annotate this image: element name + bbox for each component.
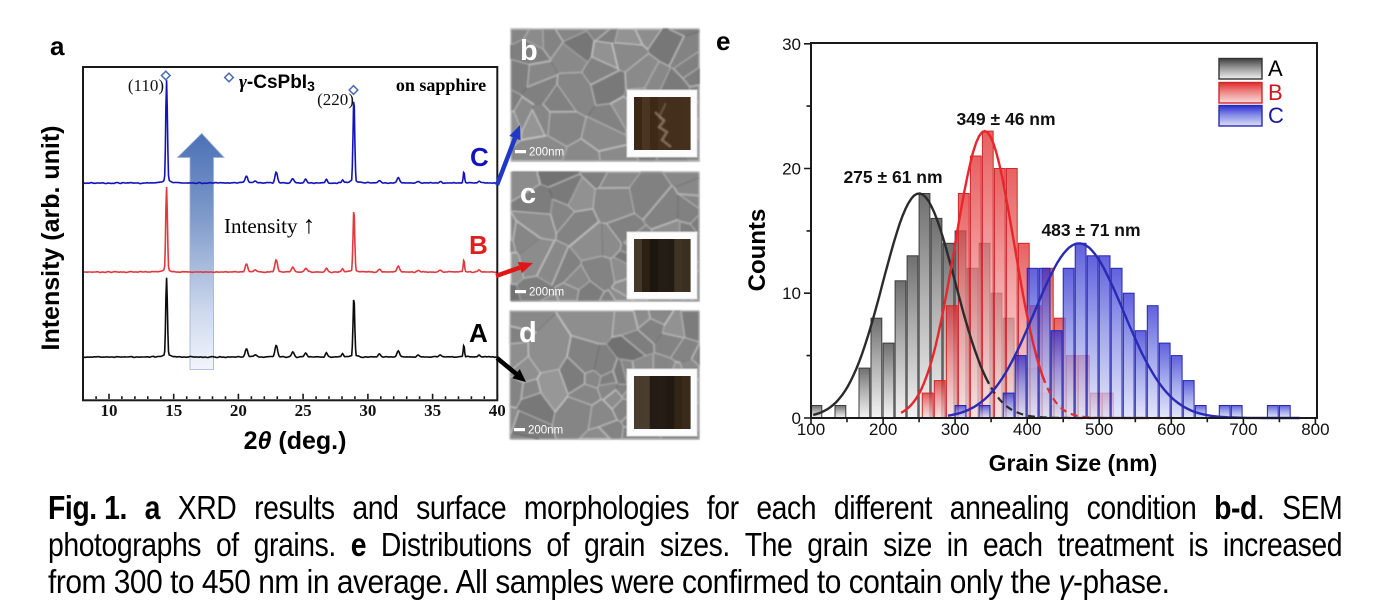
svg-text:a: a [50,31,65,61]
svg-text:600: 600 [1157,420,1185,439]
svg-text:20: 20 [230,401,247,420]
svg-text:700: 700 [1229,420,1257,439]
svg-text:20: 20 [782,160,801,179]
svg-text:35: 35 [424,401,441,420]
svg-text:on sapphire: on sapphire [396,75,486,95]
svg-text:B: B [1268,80,1283,105]
svg-text:A: A [469,318,488,348]
svg-text:40: 40 [489,401,506,420]
svg-text:e: e [716,26,730,56]
svg-text:10: 10 [782,284,801,303]
svg-text:C: C [470,142,489,172]
svg-text:275 ± 61 nm: 275 ± 61 nm [843,167,942,187]
svg-text:800: 800 [1301,420,1329,439]
svg-text:10: 10 [101,401,118,420]
svg-text:(220): (220) [317,90,354,109]
svg-text:100: 100 [797,420,825,439]
svg-text:Intensity (arb. unit): Intensity (arb. unit) [37,126,65,351]
svg-text:c: c [520,178,536,210]
svg-text:400: 400 [1013,420,1041,439]
svg-text:Counts: Counts [744,209,771,292]
svg-text:349 ± 46 nm: 349 ± 46 nm [956,109,1055,129]
svg-text:483 ± 71 nm: 483 ± 71 nm [1041,220,1140,240]
svg-text:25: 25 [295,401,312,420]
svg-text:500: 500 [1085,420,1113,439]
svg-text:200nm: 200nm [528,425,563,437]
svg-text:Intensity ↑: Intensity ↑ [224,212,315,239]
svg-text:200: 200 [869,420,897,439]
svg-text:0: 0 [792,409,801,428]
svg-text:200nm: 200nm [529,147,564,159]
svg-text:B: B [469,230,488,260]
svg-text:b: b [520,35,538,67]
svg-text:Grain Size (nm): Grain Size (nm) [989,450,1158,476]
svg-text:15: 15 [165,401,182,420]
svg-text:200nm: 200nm [529,287,564,299]
svg-text:30: 30 [359,401,376,420]
svg-text:2θ (deg.): 2θ (deg.) [244,427,347,455]
svg-text:30: 30 [782,35,801,54]
svg-text:γ-CsPbI3: γ-CsPbI3 [239,72,315,94]
svg-text:300: 300 [941,420,969,439]
svg-text:d: d [519,317,537,349]
svg-text:(110): (110) [128,76,164,95]
svg-text:A: A [1268,56,1283,81]
svg-text:C: C [1268,103,1284,128]
